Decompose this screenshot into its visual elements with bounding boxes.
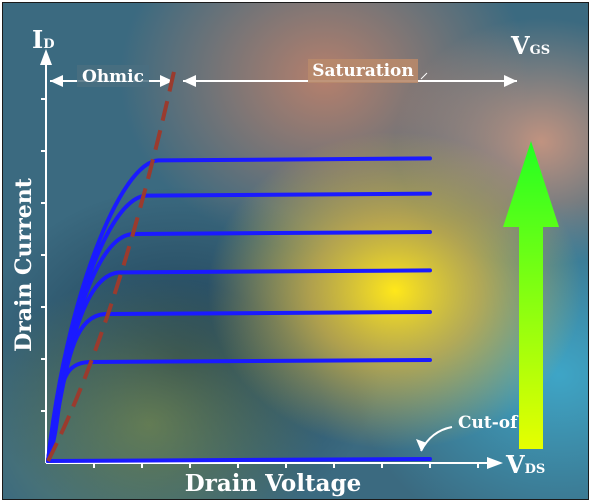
x-axis-ticks [93,463,479,468]
ohmic-region-label: Ohmic [82,67,144,87]
increasing-vgs-arrow [503,141,559,449]
vgs-label: VGS [510,31,550,60]
x-axis-arrowhead [487,457,503,469]
x-axis-symbol: VDS [505,450,545,479]
y-axis-label: Drain Current [11,177,37,352]
drain-current-curve [46,457,432,463]
saturation-label-bg [308,59,418,83]
y-axis-symbol: ID [32,25,55,54]
cutoff-label: Cut-of [458,413,519,433]
y-axis-arrowhead [40,49,52,65]
cutoff-pointer-head [416,439,427,451]
ohmic-label-bg [77,65,149,87]
y-axis-ticks [41,98,46,412]
mosfet-characteristics-diagram: ID VDS Drain Current Drain Voltage Ohmic… [3,3,588,499]
drain-current-curve [46,358,432,463]
ohmic-saturation-boundary [46,66,177,462]
x-axis-label: Drain Voltage [185,470,362,497]
saturation-region-label: Saturation [312,61,414,81]
characteristic-curves [46,156,432,463]
saturation-tick-mark [420,72,428,80]
